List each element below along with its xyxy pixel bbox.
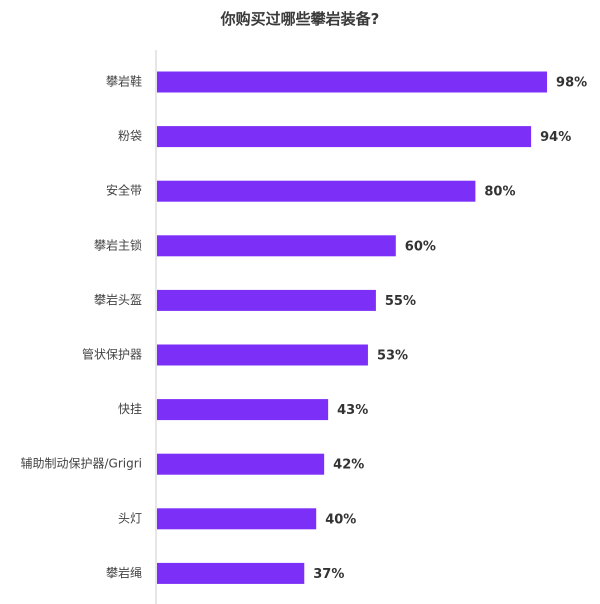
- category-label: 辅助制动保护器/Grigri: [21, 457, 143, 471]
- value-label: 98%: [556, 76, 587, 91]
- bar: [157, 453, 325, 475]
- category-label: 粉袋: [118, 129, 142, 143]
- bar: [157, 126, 532, 148]
- category-label: 攀岩头盔: [94, 292, 142, 307]
- value-label: 40%: [325, 512, 356, 527]
- value-label: 55%: [385, 294, 416, 309]
- bar-row: 头灯 40%: [118, 508, 356, 530]
- bar: [157, 344, 368, 366]
- bar: [157, 508, 317, 530]
- value-label: 60%: [405, 239, 436, 254]
- category-label: 快挂: [118, 402, 142, 416]
- chart-title: 你购买过哪些攀岩装备?: [220, 10, 380, 28]
- category-label: 攀岩绳: [106, 565, 142, 580]
- bar: [157, 399, 329, 421]
- bar: [157, 562, 305, 584]
- bar: [157, 180, 476, 202]
- bar-row: 快挂 43%: [118, 399, 368, 421]
- category-label: 安全带: [106, 183, 142, 198]
- bar-row: 管状保护器 53%: [82, 344, 408, 366]
- category-label: 攀岩主锁: [94, 237, 142, 252]
- category-label: 头灯: [118, 511, 142, 525]
- bar-row: 攀岩鞋 98%: [106, 71, 587, 93]
- bar: [157, 71, 548, 93]
- category-label: 攀岩鞋: [106, 74, 142, 89]
- bar: [157, 289, 376, 311]
- bar-row: 辅助制动保护器/Grigri 42%: [21, 453, 364, 475]
- value-label: 42%: [333, 458, 364, 473]
- value-label: 80%: [484, 185, 515, 200]
- bar-row: 攀岩绳 37%: [106, 562, 344, 584]
- bar-row: 粉袋 94%: [118, 126, 571, 148]
- value-label: 37%: [313, 567, 344, 582]
- category-label: 管状保护器: [82, 347, 142, 362]
- bar: [157, 235, 396, 257]
- value-label: 94%: [540, 130, 571, 145]
- bar-row: 安全带 80%: [106, 180, 516, 202]
- value-label: 43%: [337, 403, 368, 418]
- bar-row: 攀岩头盔 55%: [94, 289, 416, 311]
- value-label: 53%: [377, 349, 408, 364]
- bar-row: 攀岩主锁 60%: [94, 235, 436, 257]
